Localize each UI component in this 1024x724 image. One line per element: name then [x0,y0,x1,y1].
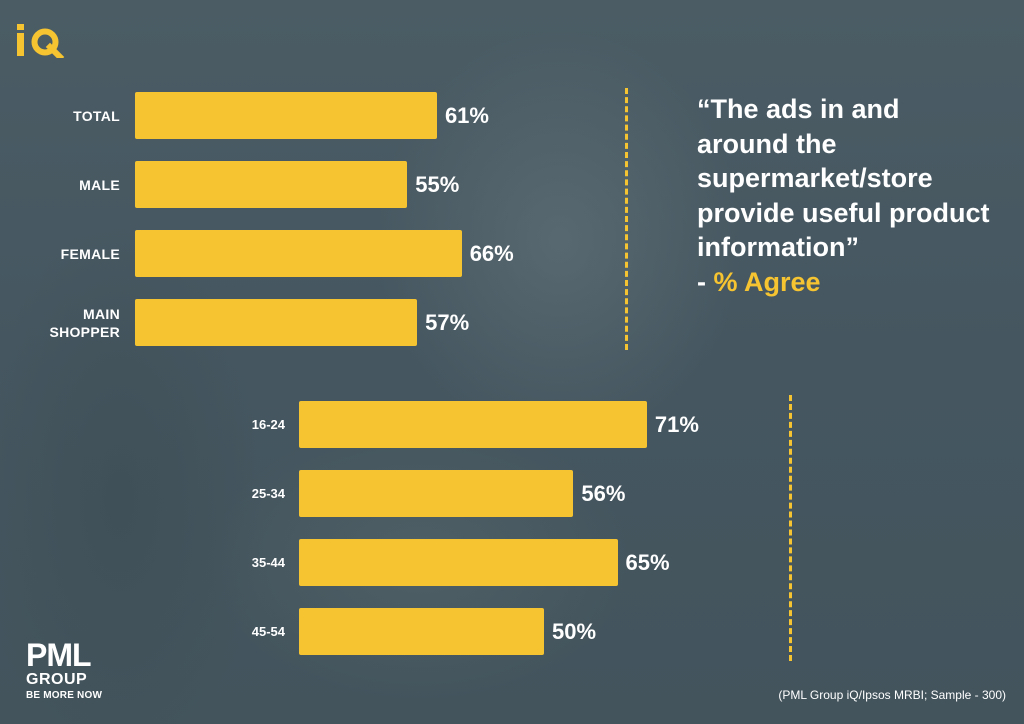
data-label: 65% [625,549,670,575]
category-label: 16-24 [251,416,285,432]
category-label: MAIN SHOPPER [49,305,120,340]
data-label: 61% [444,102,489,128]
quote-text: “The ads in and around the supermarket/s… [697,94,990,262]
category-label: 25-34 [251,485,285,501]
bar-main-shopper [135,299,418,346]
bar-male [135,161,408,208]
pml-logo-group: GROUP [26,671,88,688]
bar-25-34 [299,470,574,517]
pml-logo-text: PML [26,637,92,673]
bar-16-24 [299,401,647,448]
data-label: 56% [581,480,626,506]
pml-group-logo: PML GROUP BE MORE NOW [26,637,103,702]
pml-tagline: BE MORE NOW [26,690,103,701]
quote-agree-label: % Agree [713,266,821,297]
bar-total [135,92,437,139]
category-label: 35-44 [251,554,285,570]
bar-45-54 [299,608,544,655]
category-label: FEMALE [60,245,120,262]
data-label: 71% [654,411,699,437]
category-label: MALE [79,176,120,193]
data-label: 55% [415,171,460,197]
category-label: 45-54 [251,623,285,639]
source-note: (PML Group iQ/Ipsos MRBI; Sample - 300) [778,688,1006,702]
bar-female [135,230,462,277]
bar-35-44 [299,539,618,586]
chart-title-quote: “The ads in and around the supermarket/s… [697,92,997,299]
quote-dash: - [697,266,714,297]
data-label: 66% [469,240,514,266]
divider-bottom [789,395,792,661]
data-label: 50% [552,618,597,644]
iq-logo [17,24,65,58]
category-label: TOTAL [73,107,120,124]
divider-top [625,88,628,350]
data-label: 57% [425,309,470,335]
